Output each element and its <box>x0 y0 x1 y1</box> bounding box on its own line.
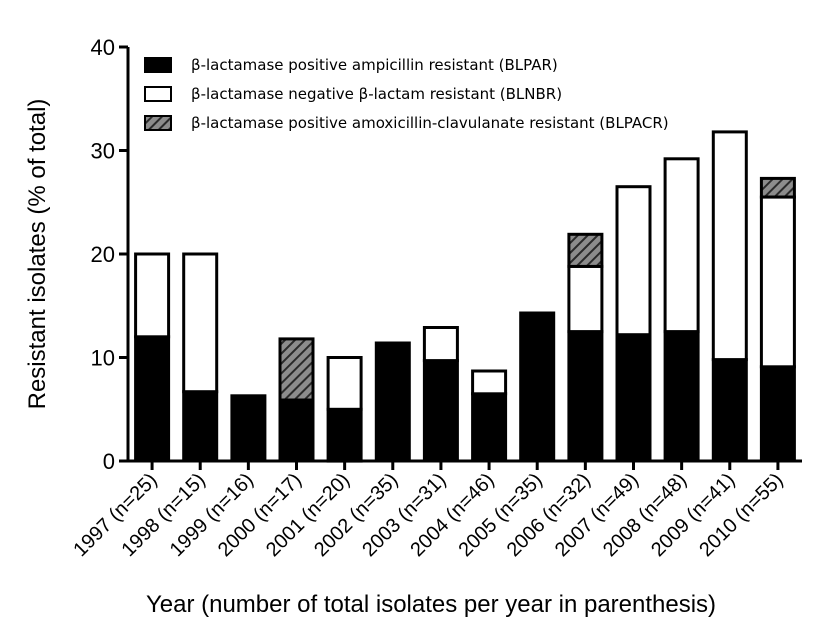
bar-segment-blpar <box>471 392 508 463</box>
bar-segment-blpacr <box>567 232 604 268</box>
bar-segment-blpar <box>711 358 748 463</box>
bar-segment-blpar <box>519 311 556 463</box>
bar-segment-blpar <box>134 335 171 463</box>
x-axis-title: Year (number of total isolates per year … <box>146 591 716 618</box>
y-tick-label: 10 <box>91 346 115 371</box>
y-tick-label: 40 <box>91 35 115 60</box>
bar-segment-blnbr <box>567 264 604 334</box>
bar-segment-blpacr <box>278 337 315 402</box>
bar-segment-blnbr <box>134 252 171 339</box>
legend-label-blnbr: β-lactamase negative β-lactam resistant … <box>191 85 562 103</box>
y-tick-label: 0 <box>103 449 115 474</box>
y-tick-label: 20 <box>91 242 115 267</box>
bar-segment-blpar <box>663 330 700 463</box>
bar-segment-blnbr <box>759 195 796 369</box>
bar-segment-blnbr <box>615 185 652 337</box>
bar-segment-blpar <box>182 390 219 463</box>
legend-label-blpar: β-lactamase positive ampicillin resistan… <box>191 56 558 74</box>
y-tick-label: 30 <box>91 139 115 164</box>
x-axis-ticks: 1997 (n=25)1998 (n=15)1999 (n=16)2000 (n… <box>69 461 787 561</box>
legend-swatch-blnbr <box>144 86 172 102</box>
bar-segment-blpar <box>374 341 411 463</box>
bar-segment-blpar <box>759 365 796 463</box>
bar-segment-blpacr <box>759 176 796 199</box>
legend: β-lactamase positive ampicillin resistan… <box>144 56 669 132</box>
bar-segment-blpar <box>567 330 604 463</box>
y-axis-title: Resistant isolates (% of total) <box>24 99 51 410</box>
bar-segment-blnbr <box>422 326 459 363</box>
legend-swatch-blpar <box>144 57 172 73</box>
bar-segment-blpar <box>422 359 459 463</box>
bar-segment-blpar <box>230 394 267 463</box>
bars-group <box>134 130 796 463</box>
bar-segment-blnbr <box>711 130 748 362</box>
bar-segment-blnbr <box>471 369 508 396</box>
bar-segment-blnbr <box>663 157 700 334</box>
legend-swatch-blpacr <box>144 115 172 131</box>
bar-segment-blpar <box>278 398 315 463</box>
bar-segment-blnbr <box>182 252 219 394</box>
bar-segment-blpar <box>615 333 652 463</box>
legend-label-blpacr: β-lactamase positive amoxicillin-clavula… <box>191 114 669 132</box>
y-axis-ticks: 0 10 20 30 40 <box>91 35 128 474</box>
bar-segment-blnbr <box>326 356 363 411</box>
bar-segment-blpar <box>326 407 363 463</box>
